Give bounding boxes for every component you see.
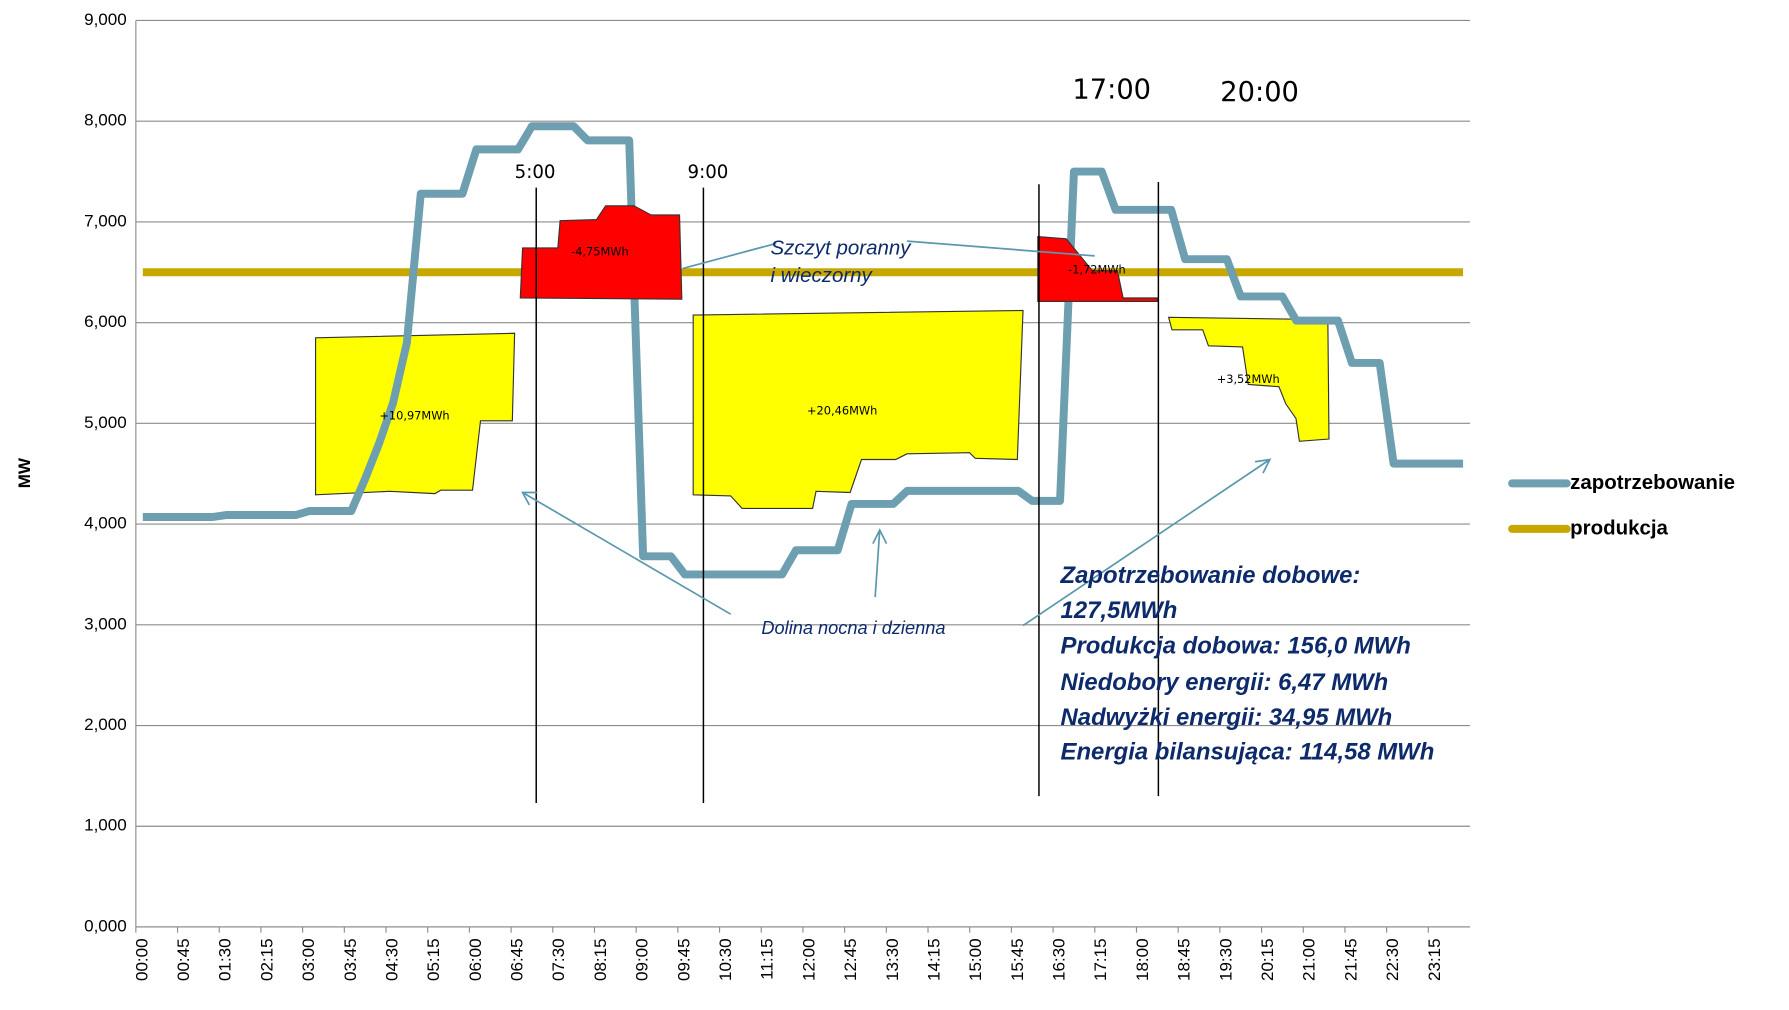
y-tick-label: 8,000 (84, 111, 127, 130)
x-tick-label: 03:45 (341, 938, 360, 981)
x-tick-label: 00:00 (132, 938, 151, 981)
y-tick-label: 5,000 (84, 413, 127, 432)
area-label: +20,46MWh (807, 404, 877, 418)
x-tick-label: 06:45 (508, 938, 527, 981)
surplus-area (1167, 316, 1330, 442)
arrow-head (872, 528, 888, 545)
x-tick-label: 21:00 (1300, 938, 1319, 981)
legend-label: produkcja (1570, 516, 1668, 539)
summary: Zapotrzebowanie dobowe: (1060, 562, 1361, 589)
x-tick-label: 17:15 (1091, 938, 1110, 981)
y-tick-label: 3,000 (84, 614, 127, 633)
x-tick-label: 09:00 (633, 938, 652, 981)
series-line (142, 122, 1464, 579)
x-tick-label: 03:00 (299, 938, 318, 981)
x-tick-label: 23:15 (1425, 938, 1444, 981)
summary: Energia bilansująca: 114,58 MWh (1061, 738, 1435, 765)
x-tick-label: 01:30 (216, 938, 235, 981)
x-tick-label: 18:00 (1133, 938, 1152, 981)
annotation: Dolina nocna i dzienna (761, 618, 945, 638)
pointer (1022, 458, 1271, 627)
annotation: i wieczorny (771, 264, 874, 287)
x-tick-label: 16:30 (1050, 938, 1069, 981)
area-label: -1,72MWh (1068, 263, 1126, 277)
y-tick-label: 6,000 (84, 312, 127, 331)
x-tick-label: 21:45 (1341, 938, 1360, 981)
y-tick-label: 7,000 (84, 211, 127, 230)
y-tick-label: 2,000 (84, 715, 127, 734)
summary: Nadwyżki energii: 34,95 MWh (1061, 704, 1393, 731)
legend-label: zapotrzebowanie (1570, 471, 1735, 494)
y-axis-label: MW (15, 457, 34, 488)
area-label: +10,97MWh (379, 408, 449, 422)
y-tick-label: 9,000 (84, 10, 127, 29)
area-label: +3,52MWh (1217, 372, 1280, 386)
x-tick-label: 22:30 (1383, 938, 1402, 981)
x-tick-label: 08:15 (591, 938, 610, 981)
hour-label: 20:00 (1220, 77, 1299, 108)
y-tick-label: 4,000 (84, 514, 127, 533)
pointer (906, 240, 1095, 257)
x-tick-label: 10:30 (716, 938, 735, 981)
x-tick-label: 14:15 (924, 938, 943, 981)
pointer (874, 529, 881, 598)
x-tick-label: 02:15 (257, 938, 276, 981)
arrows (521, 240, 1272, 627)
x-tick-label: 19:30 (1216, 938, 1235, 981)
x-tick-label: 00:45 (174, 938, 193, 981)
hour-label: 5:00 (515, 162, 556, 183)
x-tick-label: 07:30 (549, 938, 568, 981)
deficit-area (519, 205, 683, 300)
x-tick-label: 12:45 (841, 938, 860, 981)
deficit-area (1037, 235, 1158, 302)
x-tick-label: 11:15 (758, 938, 777, 979)
x-tick-label: 13:30 (883, 938, 902, 981)
annotation: Szczyt poranny (771, 236, 913, 259)
grid: 0,000 1,000 2,000 3,000 4,000 5,000 6,000 7,000… (84, 10, 1471, 981)
x-tick-label: 15:00 (966, 938, 985, 981)
y-tick-label: 1,000 (84, 816, 127, 835)
series-lines (142, 122, 1464, 579)
summary: 127,5MWh (1061, 597, 1178, 624)
pointer (522, 491, 732, 615)
x-tick-label: 12:00 (799, 938, 818, 981)
area-label: -4,75MWh (571, 245, 629, 259)
x-tick-label: 20:15 (1258, 938, 1277, 981)
summary: Produkcja dobowa: 156,0 MWh (1061, 632, 1411, 659)
x-tick-label: 06:00 (466, 938, 485, 981)
x-tick-label: 04:30 (382, 938, 401, 981)
x-tick-label: 18:45 (1175, 938, 1194, 981)
hour-label: 17:00 (1072, 74, 1151, 105)
x-tick-label: 09:45 (674, 938, 693, 981)
surplus-area (692, 309, 1024, 509)
surplus-area (315, 332, 516, 496)
arrow-head (521, 491, 538, 506)
summary: Niedobory energii: 6,47 MWh (1061, 669, 1389, 696)
x-tick-label: 05:15 (424, 938, 443, 981)
pointer (682, 242, 777, 270)
x-tick-label: 15:45 (1008, 938, 1027, 981)
hour-label: 9:00 (688, 162, 729, 183)
y-tick-label: 0,000 (84, 916, 127, 935)
arrow-head (1254, 458, 1272, 474)
